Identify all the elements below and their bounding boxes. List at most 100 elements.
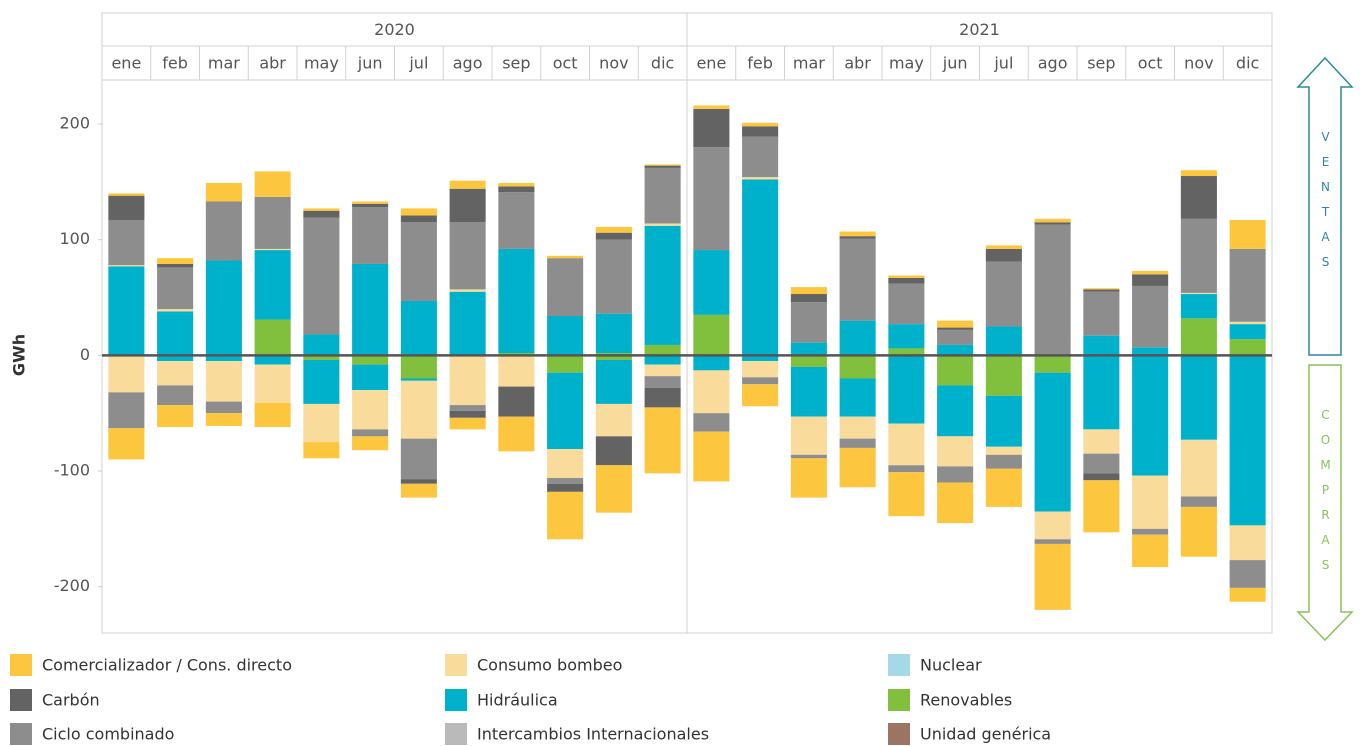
bar-segment bbox=[205, 401, 242, 414]
bar-segment bbox=[1034, 222, 1071, 225]
y-tick-label: 100 bbox=[59, 229, 90, 248]
bar-segment bbox=[985, 468, 1022, 507]
bar-segment bbox=[644, 344, 681, 356]
bar-segment bbox=[303, 334, 340, 356]
ventas-arrow bbox=[1296, 56, 1354, 356]
x-tick-label: nov bbox=[1184, 54, 1213, 73]
legend-label: Unidad genérica bbox=[920, 725, 1051, 744]
bar-segment bbox=[498, 386, 535, 417]
bar-segment bbox=[449, 291, 486, 356]
bar-segment bbox=[742, 355, 779, 362]
bar-segment bbox=[790, 342, 827, 356]
bar-segment bbox=[937, 327, 974, 330]
bar-segment bbox=[1229, 560, 1266, 588]
bar-segment bbox=[1083, 289, 1120, 292]
bar-segment bbox=[790, 294, 827, 303]
bar-segment bbox=[1132, 347, 1169, 356]
bar-segment bbox=[1034, 218, 1071, 223]
bar-segment bbox=[303, 210, 340, 218]
bar-segment bbox=[303, 403, 340, 443]
bar-segment bbox=[1034, 543, 1071, 610]
bar-segment bbox=[449, 222, 486, 290]
bar-segment bbox=[498, 416, 535, 452]
bar-segment bbox=[254, 319, 291, 356]
bar-segment bbox=[547, 477, 584, 484]
x-tick-label: jul bbox=[408, 54, 428, 73]
bar-segment bbox=[352, 364, 389, 391]
bar-segment bbox=[547, 449, 584, 478]
bar-segment bbox=[693, 413, 730, 432]
legend-swatch bbox=[445, 723, 467, 745]
x-tick-label: jun bbox=[357, 54, 383, 73]
bar-segment bbox=[352, 263, 389, 356]
legend-label: Consumo bombeo bbox=[477, 656, 622, 675]
bar-segment bbox=[157, 263, 194, 268]
bar-segment bbox=[644, 167, 681, 224]
legend-swatch bbox=[888, 654, 910, 676]
bar-segment bbox=[108, 219, 145, 266]
bar-segment bbox=[352, 355, 389, 365]
bar-segment bbox=[1034, 511, 1071, 540]
bar-segment bbox=[400, 355, 437, 379]
bar-segment bbox=[839, 378, 876, 417]
bar-segment bbox=[547, 316, 584, 356]
bar-segment bbox=[400, 380, 437, 439]
x-tick-label: abr bbox=[844, 54, 871, 73]
bar-segment bbox=[742, 377, 779, 385]
year-label: 2020 bbox=[374, 20, 415, 39]
bar-segment bbox=[449, 405, 486, 411]
bar-segment bbox=[1132, 475, 1169, 529]
bar-segment bbox=[644, 223, 681, 226]
bar-segment bbox=[449, 180, 486, 189]
x-tick-label: nov bbox=[599, 54, 628, 73]
x-tick-label: dic bbox=[1236, 54, 1259, 73]
legend-swatch bbox=[10, 689, 32, 711]
y-tick-label: 0 bbox=[80, 345, 90, 364]
y-tick-label: -100 bbox=[54, 461, 90, 480]
bar-segment bbox=[693, 105, 730, 109]
bar-segment bbox=[498, 186, 535, 193]
x-tick-label: feb bbox=[162, 54, 188, 73]
bar-segment bbox=[985, 245, 1022, 249]
bar-segment bbox=[352, 201, 389, 204]
bar-segment bbox=[254, 248, 291, 251]
bar-segment bbox=[1132, 355, 1169, 476]
bar-segment bbox=[595, 239, 632, 314]
bar-segment bbox=[157, 258, 194, 264]
bar-segment bbox=[205, 413, 242, 426]
x-tick-label: ene bbox=[111, 54, 141, 73]
bar-segment bbox=[449, 355, 486, 406]
bar-segment bbox=[1180, 355, 1217, 440]
bar-segment bbox=[108, 266, 145, 356]
bar-segment bbox=[400, 438, 437, 480]
bar-segment bbox=[790, 355, 827, 367]
bar-segment bbox=[985, 454, 1022, 469]
x-tick-label: sep bbox=[1087, 54, 1115, 73]
legend-swatch bbox=[445, 689, 467, 711]
bar-segment bbox=[1083, 291, 1120, 336]
bar-segment bbox=[108, 193, 145, 196]
bar-segment bbox=[937, 482, 974, 524]
bar-segment bbox=[108, 355, 145, 393]
x-tick-label: abr bbox=[259, 54, 286, 73]
bar-segment bbox=[157, 385, 194, 406]
bar-segment bbox=[352, 436, 389, 451]
bar-segment bbox=[108, 392, 145, 429]
bar-segment bbox=[937, 320, 974, 328]
x-tick-label: mar bbox=[793, 54, 825, 73]
bar-segment bbox=[1034, 355, 1071, 373]
bar-segment bbox=[985, 355, 1022, 396]
bar-segment bbox=[1083, 429, 1120, 454]
bar-segment bbox=[595, 359, 632, 404]
bar-segment bbox=[937, 466, 974, 483]
bar-segment bbox=[1229, 321, 1266, 325]
bar-segment bbox=[108, 428, 145, 460]
bar-segment bbox=[888, 348, 925, 356]
legend-label: Ciclo combinado bbox=[42, 725, 174, 744]
legend-label: Intercambios Internacionales bbox=[477, 725, 709, 744]
bar-segment bbox=[498, 192, 535, 249]
bar-segment bbox=[400, 215, 437, 223]
x-tick-label: may bbox=[889, 54, 924, 73]
bar-segment bbox=[693, 250, 730, 315]
bar-segment bbox=[644, 164, 681, 166]
